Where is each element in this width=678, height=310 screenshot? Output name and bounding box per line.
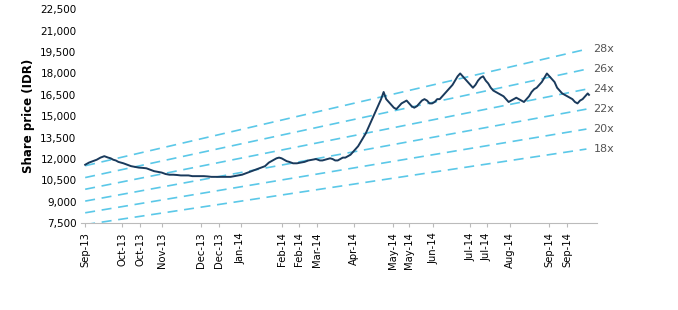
Text: 28x: 28x bbox=[593, 44, 614, 54]
Text: 26x: 26x bbox=[593, 64, 614, 74]
Text: 20x: 20x bbox=[593, 124, 614, 134]
Text: 24x: 24x bbox=[593, 84, 614, 94]
Y-axis label: Share price (IDR): Share price (IDR) bbox=[22, 59, 35, 173]
Text: 22x: 22x bbox=[593, 104, 614, 114]
Text: 18x: 18x bbox=[593, 144, 614, 154]
